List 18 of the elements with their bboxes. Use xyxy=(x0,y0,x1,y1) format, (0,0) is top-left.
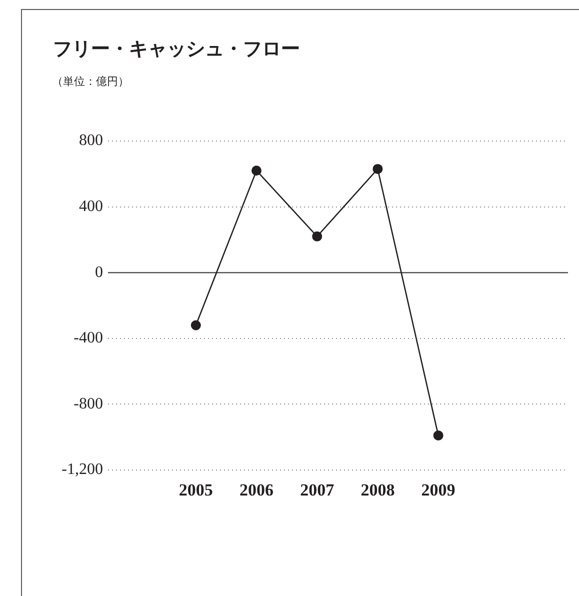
point xyxy=(372,164,383,174)
chart-subtitle: （単位：億円） xyxy=(52,75,129,89)
x-tick-label: 2009 xyxy=(421,480,456,500)
point xyxy=(251,166,262,176)
point xyxy=(312,231,322,242)
chart-title: フリー・キャッシュ・フロー xyxy=(53,39,300,61)
y-tick-label: -1,200 xyxy=(62,461,103,478)
y-tick-label: 400 xyxy=(79,198,103,216)
x-tick-label: 2007 xyxy=(300,480,335,500)
x-tick-label: 2006 xyxy=(239,480,274,500)
point xyxy=(190,320,201,330)
y-tick-label: -400 xyxy=(74,330,103,347)
y-tick-label: -800 xyxy=(74,395,103,412)
y-tick-label: 0 xyxy=(95,264,103,281)
point xyxy=(433,430,444,440)
y-tick-label: 800 xyxy=(79,132,103,150)
x-tick-label: 2005 xyxy=(178,480,213,500)
x-tick-label: 2008 xyxy=(360,480,395,500)
